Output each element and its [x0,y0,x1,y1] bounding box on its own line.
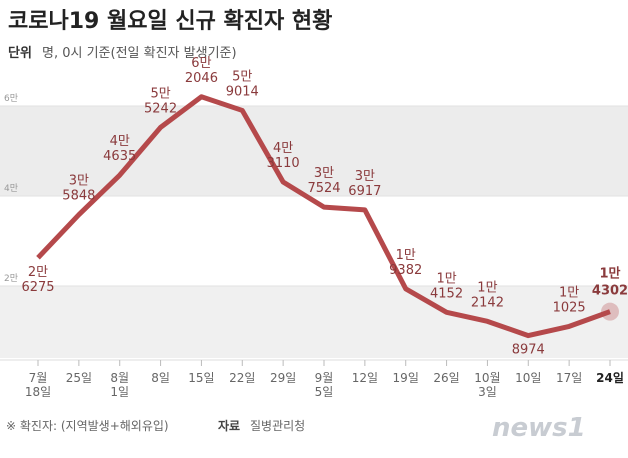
value-label: 4152 [430,286,463,301]
value-label: 5848 [62,189,95,204]
x-tick-label: 10월 3일 [474,371,500,399]
value-label: 4만 [273,141,293,156]
y-tick-label: 4만 [4,183,18,194]
value-label: 2만 [28,265,48,280]
x-tick-label: 26일 [433,371,459,385]
value-label: 2046 [185,71,218,86]
x-tick-label: 29일 [270,371,296,385]
source-label: 자료 [218,418,240,433]
value-label: 1만 [436,271,456,286]
unit-text: 명, 0시 기준(전일 확진자 발생기준) [42,46,237,61]
source: 질병관리청 [250,419,305,433]
y-tick-label: 2만 [4,273,18,284]
value-label: 1025 [553,300,586,315]
x-tick-label: 25일 [66,371,92,385]
unit-label: 단위 [8,45,32,61]
value-label: 1만 [477,280,497,295]
value-label: 1만 [599,266,620,282]
x-tick-label: 8일 [151,371,170,385]
x-tick-label: 15일 [188,371,214,385]
chart-title: 코로나19 월요일 신규 확진자 현황 [8,9,332,34]
grid-band [0,106,628,196]
value-label: 5242 [144,101,177,116]
x-tick-label: 7월 18일 [25,371,51,399]
line [36,94,611,339]
x-tick-label: 10일 [515,371,541,385]
x-tick-label: 9월 5일 [315,371,334,399]
x-tick-label: 19일 [393,371,419,385]
y-tick-label: 6만 [4,93,18,104]
value-label: 8974 [512,343,545,358]
logo: news1 [492,413,586,443]
value-label: 6만 [191,56,211,71]
value-label: 7524 [307,181,340,196]
value-label: 1만 [559,285,579,300]
value-label: 4만 [110,134,130,149]
value-label: 2142 [471,295,504,310]
value-label: 6275 [21,280,54,295]
value-label: 3만 [355,169,375,184]
x-tick-label: 12일 [352,371,378,385]
x-tick-label: 24일 [596,371,624,385]
value-label: 3110 [267,156,300,171]
value-label: 3만 [314,166,334,181]
value-label: 1만 [396,248,416,263]
value-label: 9014 [226,84,259,99]
x-tick-label: 8월 1일 [110,371,129,399]
value-label: 4635 [103,149,136,164]
x-tick-label: 17일 [556,371,582,385]
value-label: 9382 [389,263,422,278]
footnote: ※ 확진자: (지역발생+해외유입) [6,419,169,433]
value-label: 5만 [150,86,170,101]
value-label: 5만 [232,69,252,84]
value-label: 4302 [592,284,628,299]
value-label: 6917 [348,184,381,199]
x-tick-label: 22일 [229,371,255,385]
value-label: 3만 [69,174,89,189]
grid-band [0,286,628,358]
